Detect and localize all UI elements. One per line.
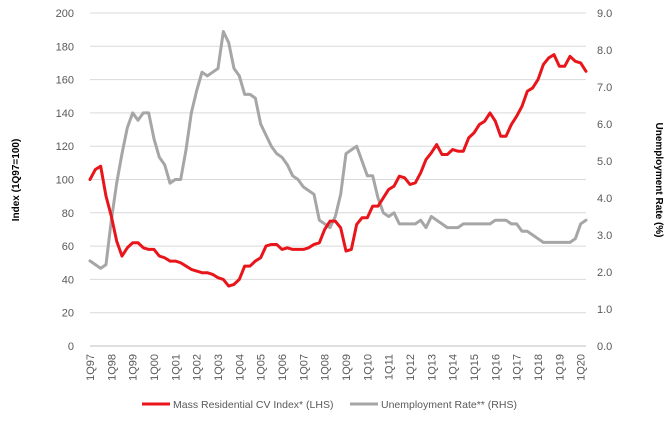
gridlines <box>90 12 586 347</box>
right-tick-label: 2.0 <box>597 267 612 279</box>
x-tick-label: 1Q13 <box>426 354 438 381</box>
x-tick-label: 1Q09 <box>341 354 353 381</box>
x-tick-label: 1Q02 <box>192 354 204 381</box>
x-tick-label: 1Q97 <box>85 354 97 381</box>
right-tick-label: 9.0 <box>597 8 612 20</box>
left-tick-label: 100 <box>56 175 74 187</box>
x-tick-label: 1Q04 <box>234 354 246 381</box>
series-line-unemployment <box>88 30 588 270</box>
x-tick-label: 1Q10 <box>362 354 374 381</box>
right-tick-label: 7.0 <box>597 82 612 94</box>
legend-item-cv-index: Mass Residential CV Index* (LHS) <box>142 399 333 411</box>
right-axis-title: Unemployment Rate (%) <box>653 122 664 237</box>
x-tick-label: 1Q18 <box>533 354 545 381</box>
right-tick-label: 1.0 <box>597 304 612 316</box>
x-tick-label: 1Q16 <box>490 354 502 381</box>
left-tick-label: 20 <box>62 308 74 320</box>
x-tick-label: 1Q17 <box>512 354 524 381</box>
legend: Mass Residential CV Index* (LHS) Unemploy… <box>142 399 517 411</box>
x-tick-label: 1Q01 <box>170 354 182 381</box>
left-tick-label: 200 <box>56 8 74 20</box>
x-tick-label: 1Q03 <box>213 354 225 381</box>
series-line-cv-index <box>88 53 588 288</box>
right-tick-label: 8.0 <box>597 45 612 57</box>
left-tick-label: 80 <box>62 208 74 220</box>
x-tick-label: 1Q19 <box>554 354 566 381</box>
left-tick-label: 140 <box>56 108 74 120</box>
left-tick-label: 0 <box>68 341 74 353</box>
x-tick-label: 1Q05 <box>256 354 268 381</box>
x-tick-label: 1Q11 <box>384 354 396 380</box>
x-tick-label: 1Q07 <box>298 354 310 381</box>
x-tick-label: 1Q06 <box>277 354 289 381</box>
x-axis-ticks: 1Q97 1Q98 1Q99 1Q00 1Q01 1Q02 1Q03 1Q04 1Q05 1Q06… <box>85 354 588 381</box>
left-axis-title: Index (1Q97=100) <box>11 139 22 222</box>
left-tick-label: 60 <box>62 241 74 253</box>
left-axis-ticks: 0 20 40 60 80 100 120 140 160 180 200 <box>56 8 74 353</box>
right-axis-ticks: 0.0 1.0 2.0 3.0 4.0 5.0 6.0 7.0 8.0 9.0 <box>597 8 612 353</box>
right-tick-label: 6.0 <box>597 119 612 131</box>
left-tick-label: 120 <box>56 141 74 153</box>
right-tick-label: 4.0 <box>597 193 612 205</box>
left-tick-label: 40 <box>62 274 74 286</box>
right-tick-label: 3.0 <box>597 230 612 242</box>
series-lines <box>88 30 588 288</box>
left-tick-label: 180 <box>56 41 74 53</box>
x-tick-label: 1Q98 <box>106 354 118 381</box>
legend-label: Unemployment Rate** (RHS) <box>381 399 517 411</box>
x-tick-label: 1Q12 <box>405 354 417 381</box>
right-tick-label: 5.0 <box>597 156 612 168</box>
x-tick-label: 1Q00 <box>149 354 161 381</box>
x-tick-label: 1Q15 <box>469 354 481 381</box>
left-tick-label: 160 <box>56 75 74 87</box>
legend-item-unemployment: Unemployment Rate** (RHS) <box>350 399 517 411</box>
x-tick-label: 1Q20 <box>576 354 588 381</box>
x-tick-label: 1Q14 <box>448 354 460 381</box>
legend-label: Mass Residential CV Index* (LHS) <box>173 399 333 411</box>
x-tick-label: 1Q08 <box>320 354 332 381</box>
x-tick-label: 1Q99 <box>128 354 140 381</box>
right-tick-label: 0.0 <box>597 341 612 353</box>
